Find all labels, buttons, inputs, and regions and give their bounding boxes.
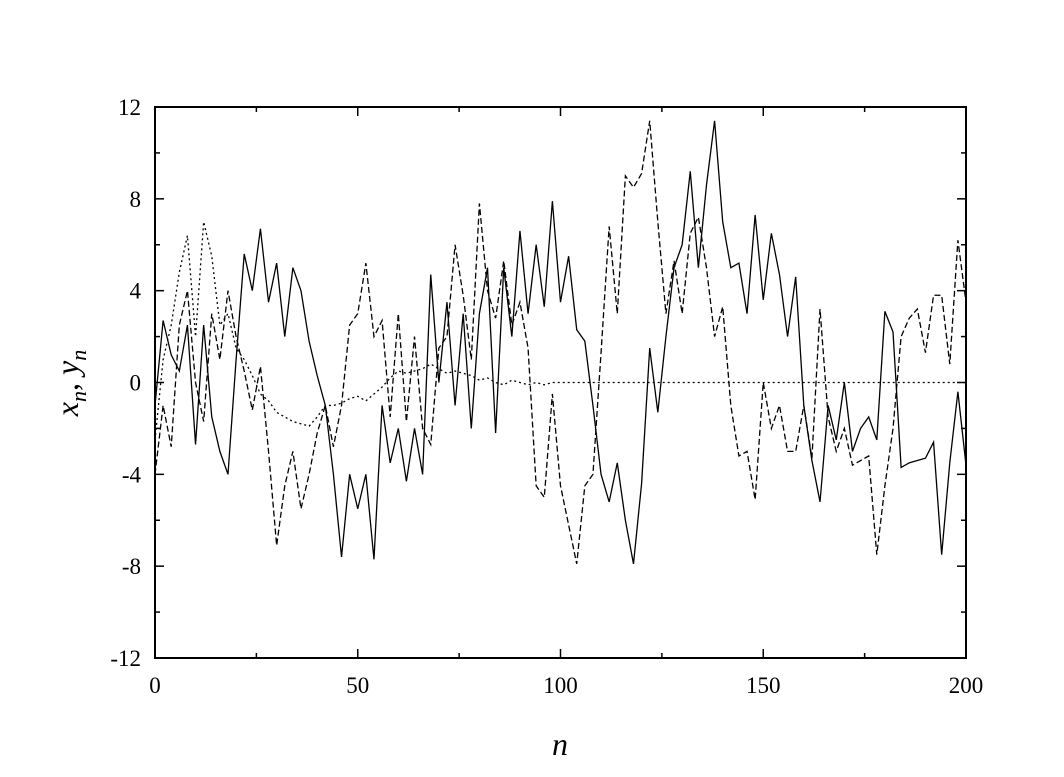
data-line <box>154 120 967 565</box>
y-tick-label: 4 <box>130 279 142 304</box>
y-tick-label: -4 <box>122 462 142 487</box>
x-tick-label: 200 <box>949 673 984 698</box>
y-tick-label: -8 <box>122 554 141 579</box>
x-tick-label: 150 <box>746 673 781 698</box>
data-line <box>154 221 966 440</box>
y-axis-title: xn, yn <box>49 350 91 417</box>
x-tick-label: 100 <box>543 673 578 698</box>
data-line <box>154 120 967 564</box>
y-title-sub: n <box>66 391 91 402</box>
x-tick-label: 0 <box>149 673 161 698</box>
y-tick-label: 12 <box>118 95 141 120</box>
y-title-sub: n <box>66 350 91 361</box>
y-title-part: , <box>49 375 85 391</box>
x-tick-label: 50 <box>346 673 369 698</box>
y-title-part: y <box>49 360 85 378</box>
y-tick-label: 8 <box>130 187 142 212</box>
y-title-part: x <box>49 402 85 417</box>
y-tick-label: 0 <box>130 371 142 396</box>
x-axis-title: n <box>552 726 568 762</box>
y-tick-label: -12 <box>110 646 141 671</box>
